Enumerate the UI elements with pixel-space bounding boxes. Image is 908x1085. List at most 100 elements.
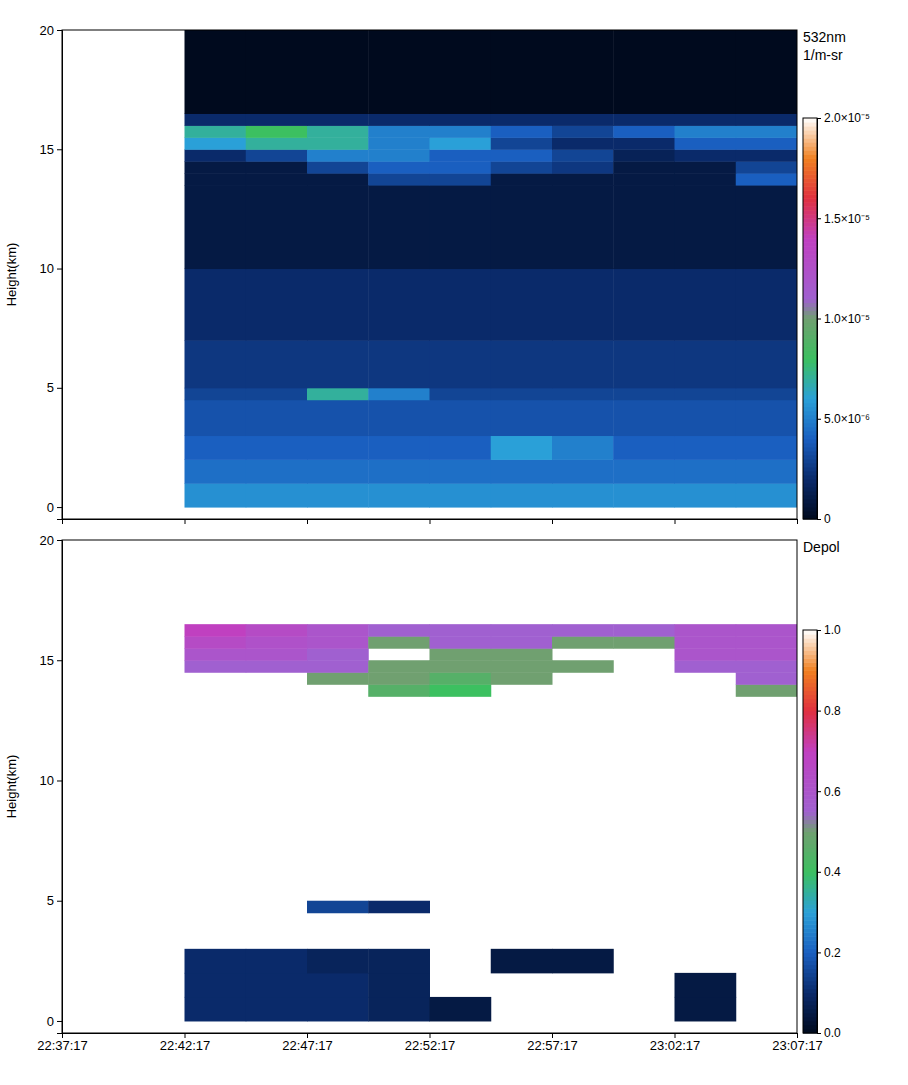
heatmap-cell <box>675 269 737 341</box>
heatmap-cell <box>552 660 614 673</box>
heatmap-cell <box>368 973 430 998</box>
colorbar-swatch <box>803 435 817 440</box>
heatmap-cell <box>307 113 369 125</box>
colorbar <box>803 118 817 520</box>
panel: 05101520Height(km)05.0×10⁻⁶1.0×10⁻⁵1.5×1… <box>4 23 870 527</box>
heatmap-cell <box>675 648 737 661</box>
colorbar-swatch <box>803 969 817 974</box>
x-tick <box>675 519 676 524</box>
colorbar-swatch <box>803 138 817 143</box>
heatmap-cell <box>307 185 369 269</box>
colorbar-swatch <box>803 960 817 965</box>
heatmap-cell <box>246 973 308 998</box>
heatmap-cell <box>736 269 797 341</box>
colorbar-swatch <box>803 711 817 716</box>
heatmap-cell <box>307 125 369 137</box>
colorbar-swatch <box>803 823 817 828</box>
heatmap-cell <box>675 125 737 137</box>
heatmap-cells <box>185 624 798 1021</box>
colorbar-tick-label: 1.0×10⁻⁵ <box>824 312 870 326</box>
colorbar-swatch <box>803 755 817 760</box>
colorbar-swatch <box>803 463 817 468</box>
heatmap-cell <box>368 624 430 637</box>
colorbar-swatch <box>803 739 817 744</box>
colorbar-swatch <box>803 202 817 207</box>
colorbar-swatch <box>803 298 817 303</box>
heatmap-cell <box>613 269 675 341</box>
heatmap-cell <box>307 149 369 161</box>
colorbar-swatch <box>803 270 817 275</box>
x-tick-mark <box>430 519 431 524</box>
y-tick-label: 5 <box>47 893 54 908</box>
heatmap-cell <box>491 269 553 341</box>
colorbar-swatch <box>803 411 817 416</box>
colorbar-swatch <box>803 783 817 788</box>
x-tick: 23:02:17 <box>650 1033 701 1053</box>
y-tick: 5 <box>47 893 62 908</box>
colorbar-swatch <box>803 1009 817 1014</box>
heatmap-cell <box>430 660 492 673</box>
x-tick: 23:07:17 <box>772 1033 823 1053</box>
y-tick-mark <box>57 507 62 508</box>
colorbar-swatch <box>803 1013 817 1018</box>
heatmap-cell <box>675 340 737 388</box>
colorbar-swatch <box>803 375 817 380</box>
heatmap-cell <box>430 483 492 507</box>
colorbar-swatch <box>803 331 817 336</box>
x-tick-label: 22:57:17 <box>527 1038 578 1053</box>
colorbar-swatch <box>803 630 817 635</box>
heatmap-cell <box>368 459 430 483</box>
colorbar-swatch <box>803 908 817 913</box>
colorbar-swatch <box>803 815 817 820</box>
y-tick-mark <box>57 30 62 31</box>
heatmap-cell <box>368 949 430 974</box>
y-tick-mark <box>57 1021 62 1022</box>
heatmap-cell <box>307 624 369 637</box>
colorbar-swatch <box>803 634 817 639</box>
heatmap-cell <box>430 113 492 125</box>
colorbar-swatch <box>803 807 817 812</box>
heatmap-cell <box>491 125 553 137</box>
heatmap-cell <box>736 459 797 483</box>
colorbar-tick-label: 5.0×10⁻⁶ <box>824 412 870 426</box>
heatmap-cell <box>368 185 430 269</box>
heatmap-cell <box>368 269 430 341</box>
colorbar-tick: 0.6 <box>817 785 841 799</box>
heatmap-cell <box>185 340 247 388</box>
heatmap-cell <box>552 949 614 974</box>
heatmap-cell <box>675 113 737 125</box>
x-tick-label: 23:07:17 <box>772 1038 823 1053</box>
colorbar-tick-label: 0.6 <box>824 785 841 799</box>
colorbar-tick-mark <box>817 519 821 520</box>
heatmap-cell <box>675 636 737 649</box>
colorbar-tick-label: 1.0 <box>824 623 841 637</box>
y-tick-mark <box>57 660 62 661</box>
colorbar-title: 532nm <box>803 29 846 45</box>
heatmap-cell <box>307 660 369 673</box>
colorbar-swatch <box>803 715 817 720</box>
colorbar-swatch <box>803 973 817 978</box>
y-tick-mark <box>57 149 62 150</box>
colorbar-tick-label: 0.2 <box>824 946 841 960</box>
colorbar-swatch <box>803 290 817 295</box>
heatmap-cell <box>491 400 553 436</box>
x-axis-line <box>63 520 798 525</box>
colorbar-swatch <box>803 423 817 428</box>
heatmap-cell <box>368 436 430 460</box>
colorbar-swatch <box>803 447 817 452</box>
y-tick-label: 20 <box>40 23 54 38</box>
heatmap-cell <box>430 137 492 149</box>
colorbar-swatch <box>803 222 817 227</box>
plot-frame <box>62 540 797 1033</box>
heatmap-cell <box>185 400 247 436</box>
colorbar-swatch <box>803 475 817 480</box>
y-tick-label: 0 <box>47 500 54 515</box>
heatmap-cell <box>368 997 430 1022</box>
colorbar-swatch <box>803 467 817 472</box>
colorbar-swatch <box>803 747 817 752</box>
heatmap-cell <box>368 684 430 697</box>
colorbar-swatch <box>803 379 817 384</box>
colorbar-swatch <box>803 182 817 187</box>
colorbar-swatch <box>803 678 817 683</box>
heatmap-cell <box>185 997 247 1022</box>
